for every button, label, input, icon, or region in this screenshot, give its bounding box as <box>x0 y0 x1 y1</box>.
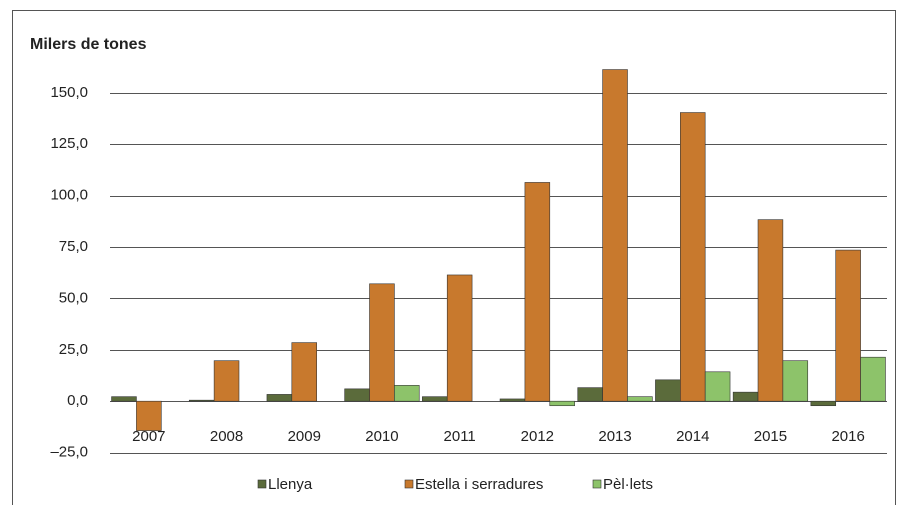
bar <box>602 69 628 402</box>
x-tick-label: 2015 <box>754 428 787 445</box>
legend-swatch <box>592 479 602 489</box>
bar <box>369 283 395 402</box>
y-tick-label: 125,0 <box>50 135 88 152</box>
bar <box>188 399 215 402</box>
y-tick-label: 75,0 <box>59 238 88 255</box>
y-tick-label: 100,0 <box>50 187 88 204</box>
x-tick-label: 2014 <box>676 428 709 445</box>
bar <box>704 371 731 402</box>
bar <box>136 400 162 431</box>
y-tick-label: –25,0 <box>50 444 88 461</box>
bar <box>782 360 809 402</box>
x-tick-label: 2010 <box>365 428 398 445</box>
x-tick-label: 2008 <box>210 428 243 445</box>
bar <box>213 360 240 402</box>
x-tick-label: 2012 <box>521 428 554 445</box>
bar <box>499 398 526 402</box>
legend-swatch <box>404 479 414 489</box>
bar <box>111 396 137 402</box>
frame <box>12 10 896 505</box>
bar <box>680 112 706 402</box>
x-tick-label: 2009 <box>288 428 321 445</box>
bar <box>549 400 575 407</box>
x-tick-label: 2016 <box>831 428 864 445</box>
x-tick-label: 2011 <box>444 428 476 445</box>
bar <box>655 379 681 402</box>
legend-label: Llenya <box>268 476 313 493</box>
bar <box>446 274 473 402</box>
y-tick-label: 150,0 <box>50 84 88 101</box>
legend-label: Pèl·lets <box>603 476 653 493</box>
bar <box>577 387 603 402</box>
bar <box>732 391 759 402</box>
bar <box>860 356 886 402</box>
legend-label: Estella i serradures <box>415 476 543 493</box>
bar <box>835 249 861 402</box>
y-tick-label: 0,0 <box>67 392 88 409</box>
y-tick-label: 25,0 <box>59 341 88 358</box>
bar <box>266 394 293 402</box>
bar <box>810 400 837 407</box>
bar <box>757 219 784 402</box>
bar <box>422 396 448 402</box>
y-tick-label: 50,0 <box>59 289 88 306</box>
x-tick-label: 2013 <box>598 428 631 445</box>
legend-swatch <box>257 479 267 489</box>
bar <box>524 182 551 402</box>
bar <box>627 396 653 402</box>
chart-title: Milers de tones <box>30 36 147 53</box>
bar <box>394 385 420 402</box>
bar <box>291 342 317 402</box>
x-tick-label: 2007 <box>132 428 165 445</box>
bar <box>344 388 370 402</box>
